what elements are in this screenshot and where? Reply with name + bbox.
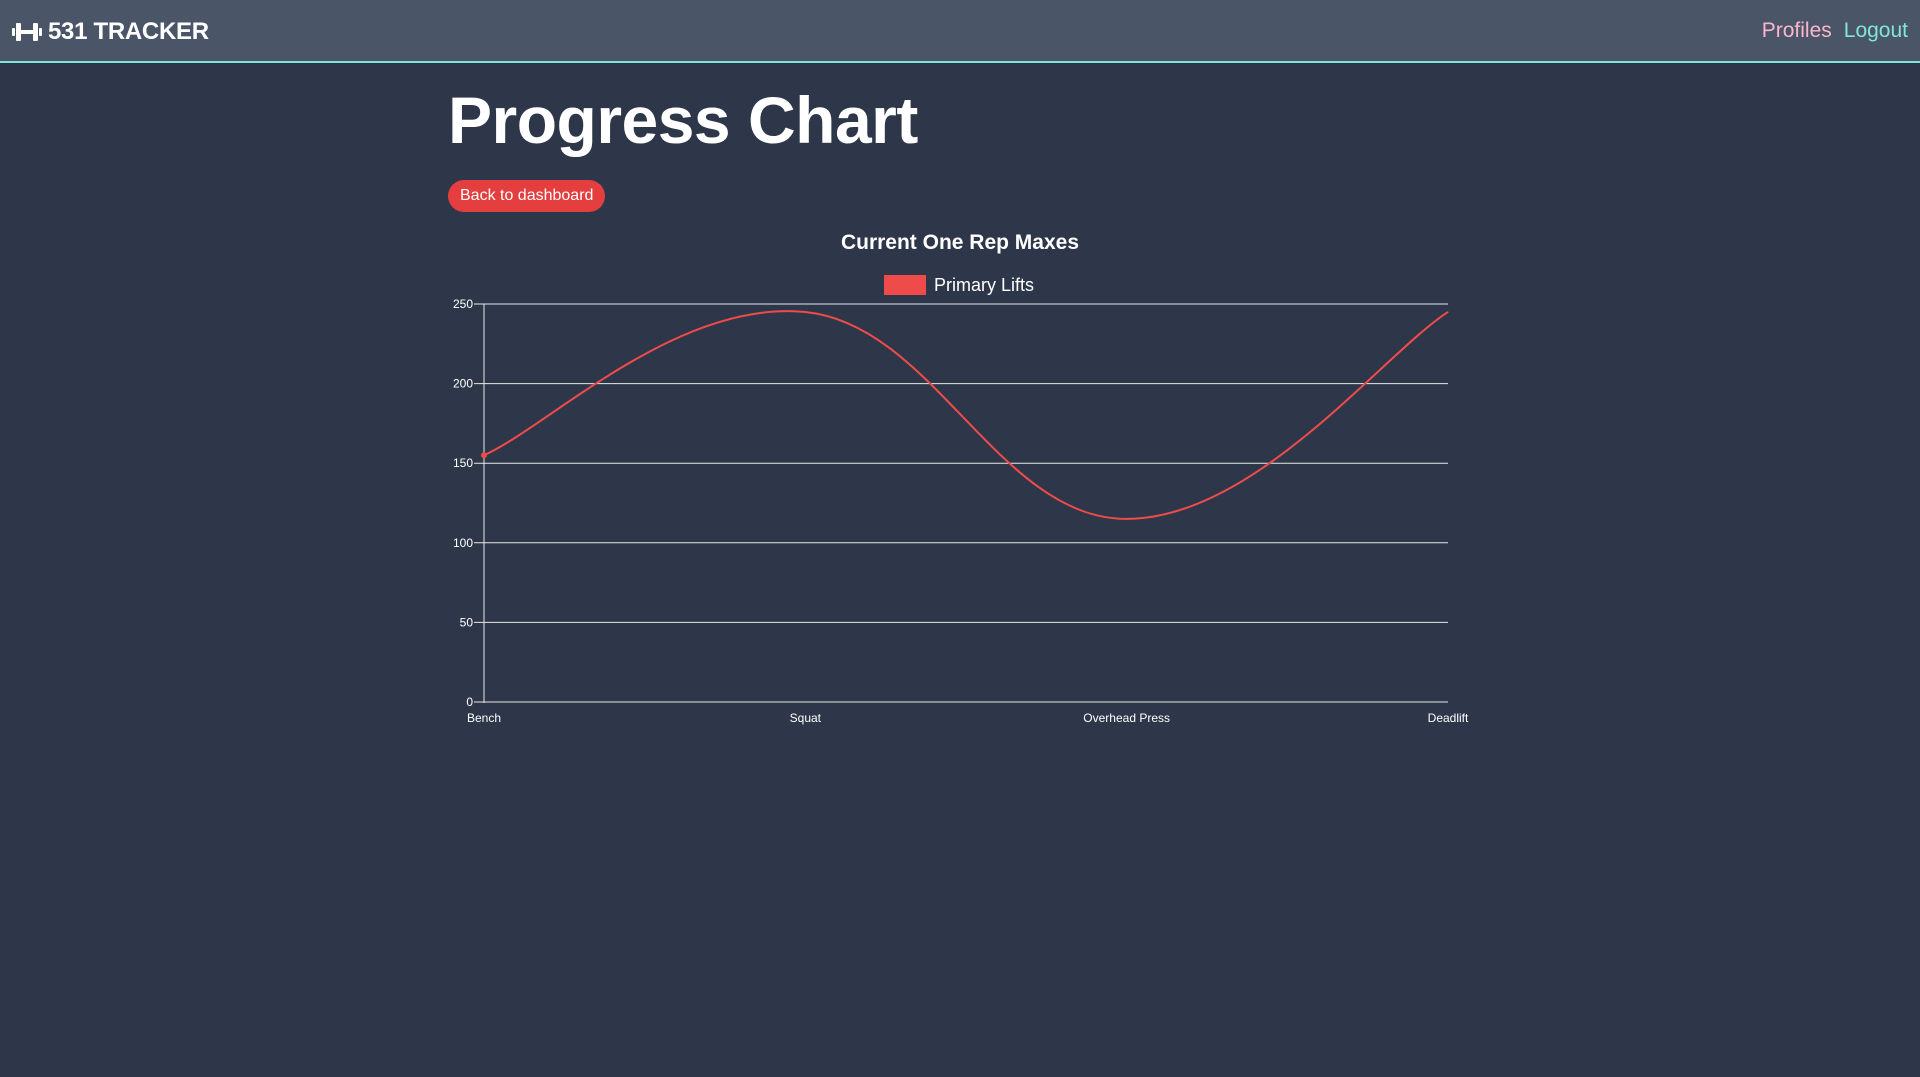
y-tick-label: 200 bbox=[453, 377, 473, 391]
logout-link[interactable]: Logout bbox=[1843, 19, 1908, 42]
dumbbell-icon bbox=[12, 23, 42, 41]
y-tick-label: 50 bbox=[460, 615, 474, 629]
x-tick-label: Deadlift bbox=[1428, 711, 1469, 725]
nav-links: Profiles Logout bbox=[1762, 19, 1908, 43]
data-point bbox=[1126, 518, 1128, 520]
data-point bbox=[1447, 311, 1449, 313]
top-navbar: 531 TRACKER Profiles Logout bbox=[0, 0, 1920, 63]
progress-chart: Current One Rep Maxes Primary Lifts 0 50 100… bbox=[448, 222, 1472, 742]
back-to-dashboard-button[interactable]: Back to dashboard bbox=[448, 180, 606, 212]
data-point bbox=[481, 452, 487, 459]
page-title: Progress Chart bbox=[448, 83, 918, 157]
x-tick-label: Bench bbox=[467, 711, 501, 725]
line-chart: Current One Rep Maxes Primary Lifts 0 50 100… bbox=[453, 231, 1469, 725]
legend-swatch bbox=[884, 275, 926, 295]
x-tick-label: Squat bbox=[790, 711, 822, 725]
chart-title: Current One Rep Maxes bbox=[841, 231, 1079, 254]
y-tick-label: 100 bbox=[453, 536, 473, 550]
y-tick-label: 0 bbox=[466, 695, 473, 709]
brand[interactable]: 531 TRACKER bbox=[12, 18, 209, 46]
data-point bbox=[804, 311, 806, 313]
x-tick-label: Overhead Press bbox=[1083, 711, 1170, 725]
series-line-primary-lifts bbox=[483, 310, 1449, 520]
profiles-link[interactable]: Profiles bbox=[1761, 19, 1832, 42]
y-tick-label: 150 bbox=[453, 456, 473, 470]
y-tick-label: 250 bbox=[453, 297, 473, 311]
brand-label: 531 TRACKER bbox=[48, 18, 209, 45]
legend-label: Primary Lifts bbox=[934, 275, 1034, 295]
